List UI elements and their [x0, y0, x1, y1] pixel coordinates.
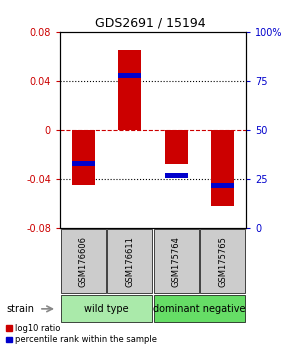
- Text: wild type: wild type: [84, 304, 129, 314]
- Text: GSM176606: GSM176606: [79, 235, 88, 287]
- Bar: [61, 295, 152, 322]
- Legend: log10 ratio, percentile rank within the sample: log10 ratio, percentile rank within the …: [6, 324, 157, 344]
- Text: GSM175764: GSM175764: [172, 236, 181, 286]
- Text: GDS2691 / 15194: GDS2691 / 15194: [95, 17, 205, 29]
- Bar: [165, 173, 188, 178]
- Bar: [154, 295, 245, 322]
- Text: GSM176611: GSM176611: [125, 236, 134, 286]
- Bar: [107, 229, 152, 293]
- Text: strain: strain: [6, 304, 34, 314]
- Text: GSM175765: GSM175765: [218, 236, 227, 286]
- Bar: [211, 183, 234, 188]
- Bar: [211, 130, 234, 206]
- Bar: [154, 229, 199, 293]
- Bar: [72, 130, 95, 185]
- Bar: [72, 161, 95, 166]
- Bar: [118, 73, 141, 78]
- Bar: [165, 130, 188, 165]
- Text: dominant negative: dominant negative: [153, 304, 246, 314]
- Bar: [118, 50, 141, 130]
- Bar: [61, 229, 106, 293]
- Bar: [200, 229, 245, 293]
